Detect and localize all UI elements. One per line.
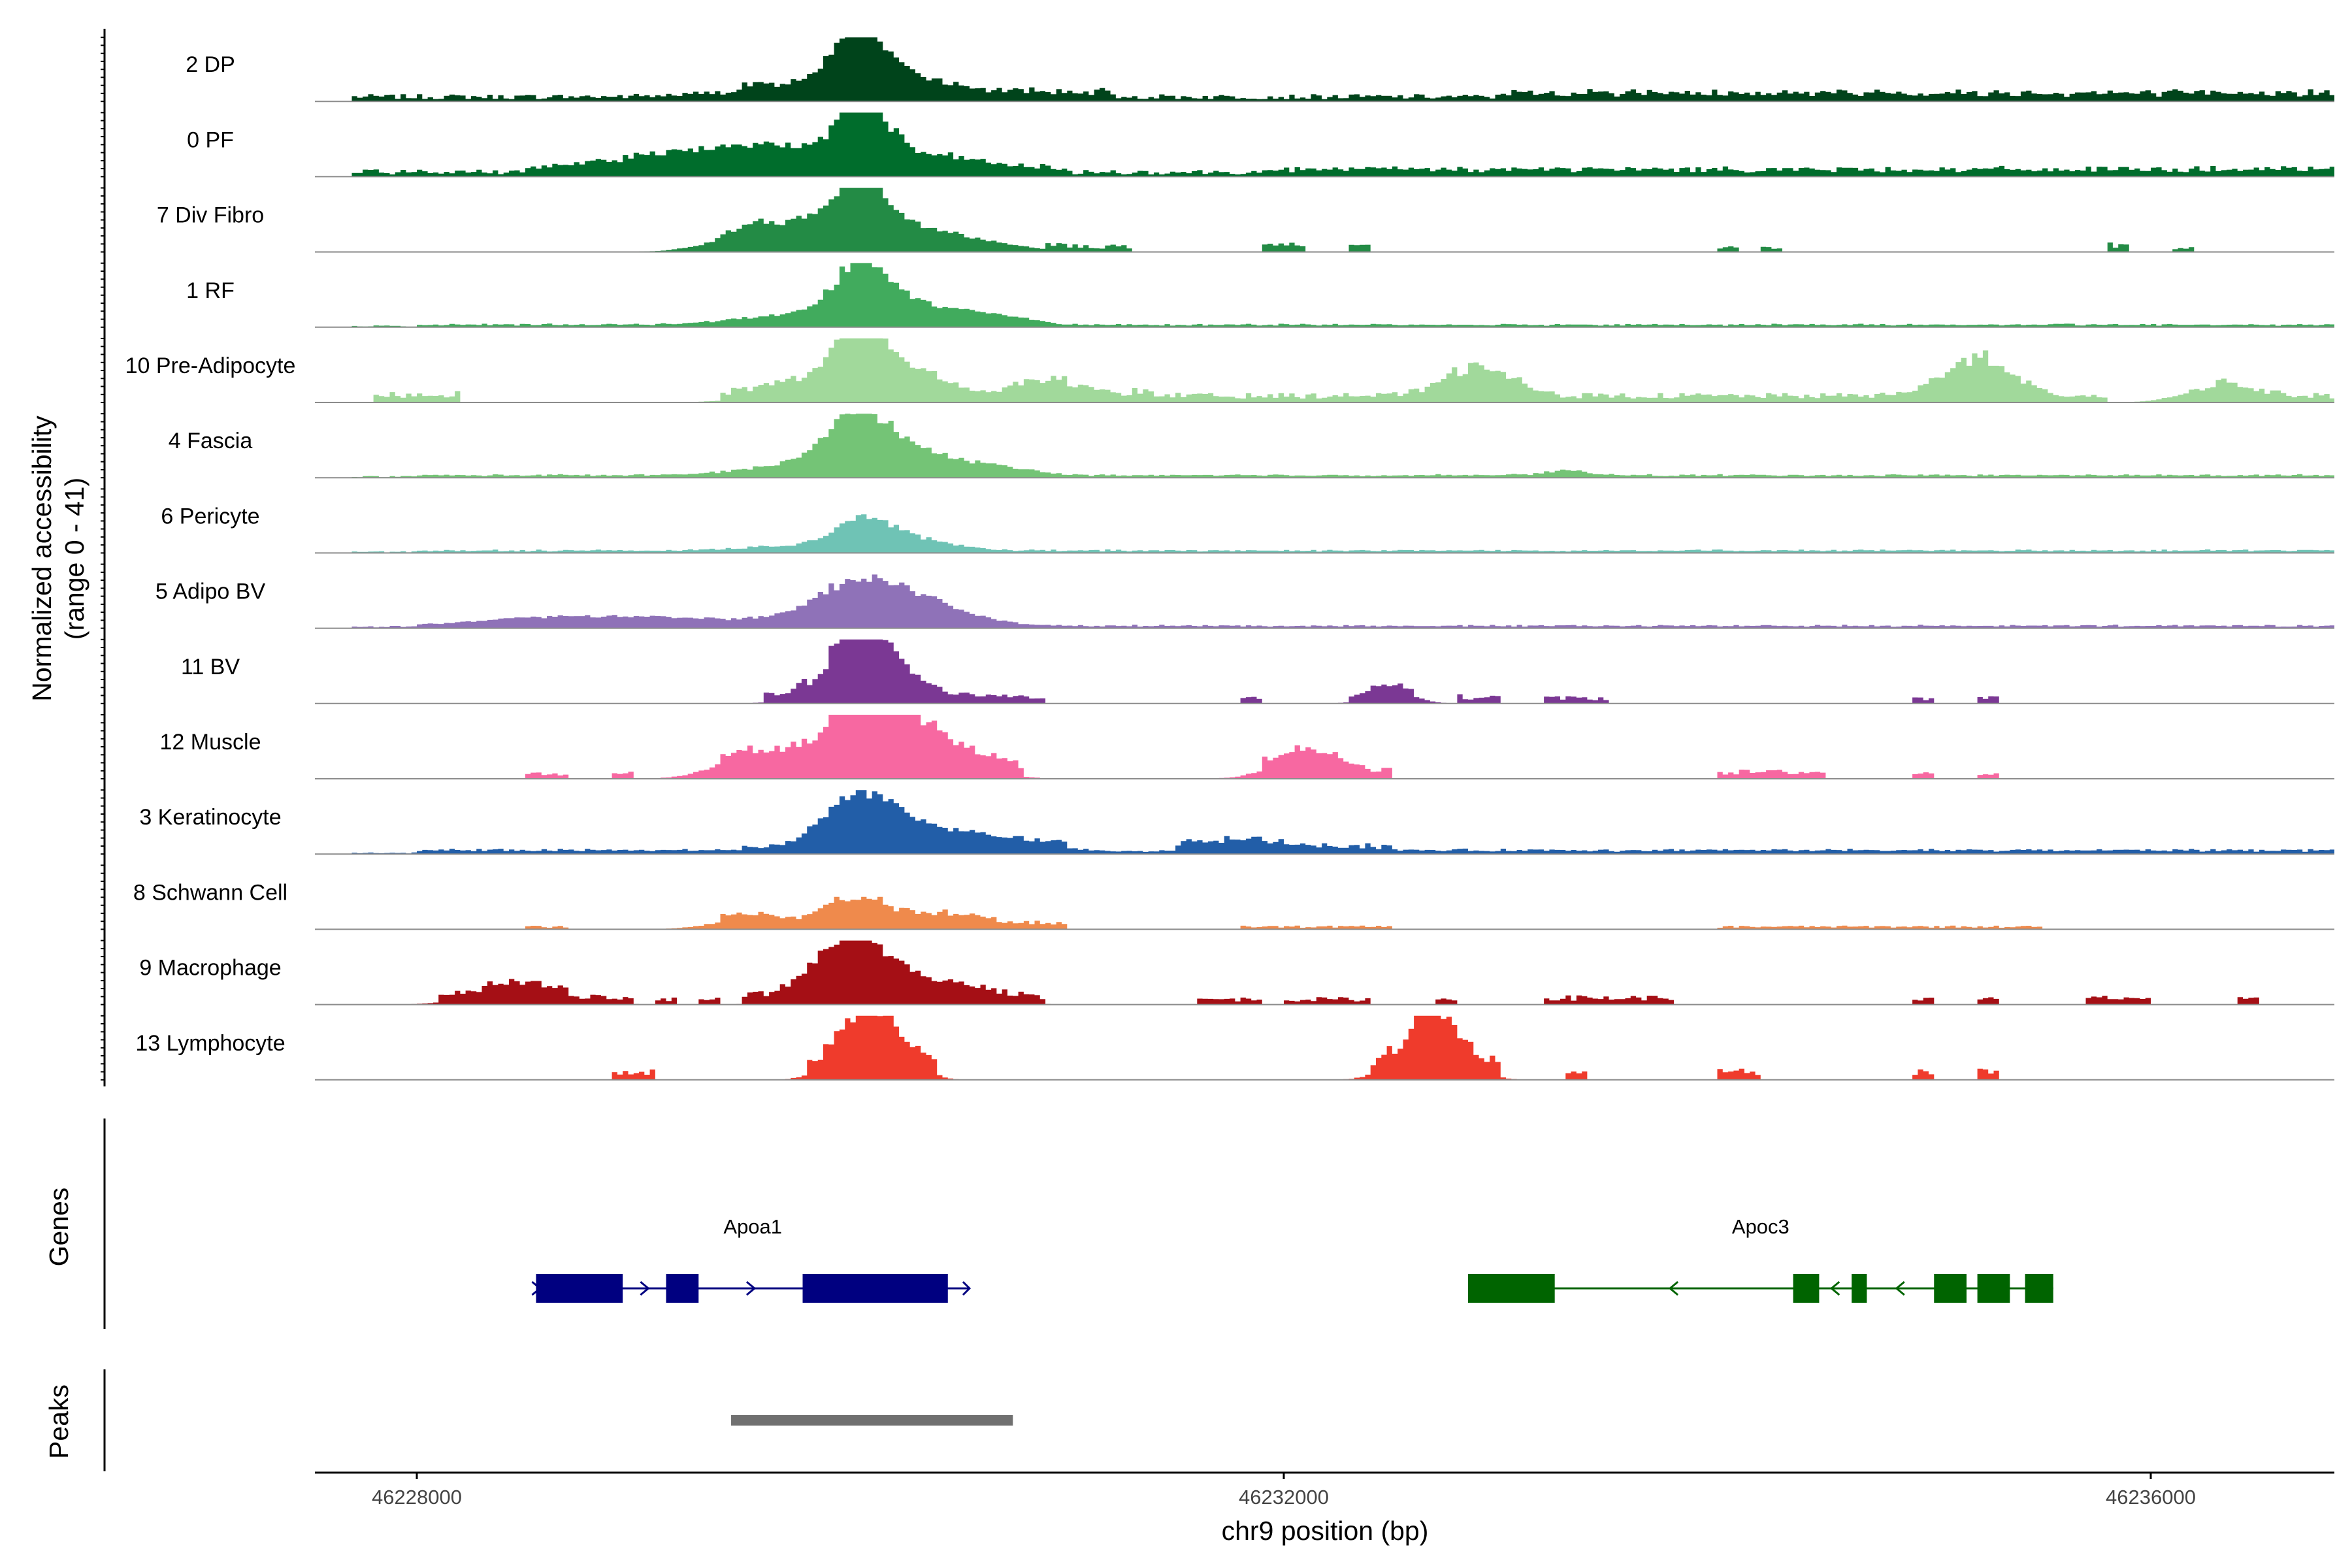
genes-track: Genes Apoa1Apoc3Apoa4 [44,1119,2053,1329]
coverage-area-1 [351,37,2334,102]
coverage-area-6 [351,414,2334,478]
track-label: 11 BV [181,655,240,679]
track-10: 12 Muscle [160,715,2334,779]
track-11: 3 Keratinocyte [139,790,2334,855]
track-label: 6 Pericyte [161,504,259,529]
track-label: 1 RF [186,278,235,303]
track-1: 2 DP [186,37,2334,103]
y-axis: Normalized accessibility (range 0 - 41) [27,29,106,1086]
coverage-area-13 [315,940,2334,1005]
peak-region [731,1415,1013,1426]
gene-exon [666,1274,699,1303]
gene-exon [1934,1274,1967,1303]
track-label: 10 Pre-Adipocyte [125,353,296,378]
gene-exon [1977,1274,2010,1303]
strand-chevron [1895,1281,1905,1296]
coverage-area-11 [351,790,2334,855]
strand-chevron [1668,1281,1679,1296]
track-label: 8 Schwann Cell [133,880,287,905]
coverage-area-9 [725,639,1999,704]
gene-exon [1793,1274,1820,1303]
gene-label: Apoc3 [1732,1215,1789,1238]
coverage-area-2 [351,112,2334,177]
track-label: 0 PF [187,127,234,152]
track-6: 4 Fascia [169,414,2334,479]
y-axis-range: (range 0 - 41) [59,478,90,640]
track-9: 11 BV [181,639,2334,704]
track-label: 12 Muscle [160,730,261,755]
strand-chevron [640,1281,650,1296]
gene-end-arrow [962,1281,972,1296]
coverage-area-5 [373,338,2334,402]
gene-exon [536,1274,623,1303]
track-12: 8 Schwann Cell [133,880,2334,930]
track-14: 13 Lymphocyte [135,1015,2334,1081]
track-label: 13 Lymphocyte [135,1031,285,1056]
strand-chevron [745,1281,757,1296]
track-label: 3 Keratinocyte [139,805,281,830]
y-axis-title: Normalized accessibility [27,416,57,702]
track-label: 2 DP [186,52,235,77]
gene-apoa1: Apoa1 [531,1215,972,1303]
x-tick-label: 46232000 [1239,1486,1329,1509]
gene-label: Apoa1 [723,1215,782,1238]
x-axis-title: chr9 position (bp) [1222,1516,1429,1546]
coverage-area-3 [601,188,2195,252]
gene-apoc3: Apoc3 [1467,1215,2053,1303]
gene-exon [1467,1274,1555,1303]
peaks-panel-label: Peaks [44,1384,74,1459]
gene-exon [1852,1274,1867,1303]
track-8: 5 Adipo BV [155,574,2334,629]
coverage-area-10 [315,715,2334,779]
track-2: 0 PF [187,112,2334,178]
track-label: 4 Fascia [169,429,253,453]
strand-chevron [1829,1281,1840,1296]
track-13: 9 Macrophage [139,940,2334,1005]
x-tick-label: 46236000 [2106,1486,2196,1509]
track-label: 7 Div Fibro [157,203,264,228]
track-5: 10 Pre-Adipocyte [125,338,2334,403]
track-7: 6 Pericyte [161,504,2334,554]
track-4: 1 RF [186,263,2334,328]
coverage-tracks: 2 DP 0 PF 7 Div Fibro 1 RF 10 Pre-Adipocyte 4… [125,37,2334,1081]
coverage-area-7 [315,514,2334,553]
coverage-area-8 [315,574,2334,629]
genes-panel-label: Genes [44,1188,74,1267]
coverage-area-14 [612,1015,1999,1080]
gene-exon [2025,1274,2053,1303]
gene-exon [802,1274,948,1303]
x-tick-label: 46228000 [372,1486,462,1509]
gene-start-arrow [531,1281,542,1296]
track-label: 9 Macrophage [139,956,281,981]
peaks-track: Peaks [44,1369,1013,1471]
coverage-area-12 [525,896,2043,930]
coverage-area-4 [315,263,2334,327]
track-label: 5 Adipo BV [155,580,266,604]
track-3: 7 Div Fibro [157,188,2334,253]
x-axis: chr9 position (bp) 46228000 46232000 46236… [315,1471,2334,1546]
